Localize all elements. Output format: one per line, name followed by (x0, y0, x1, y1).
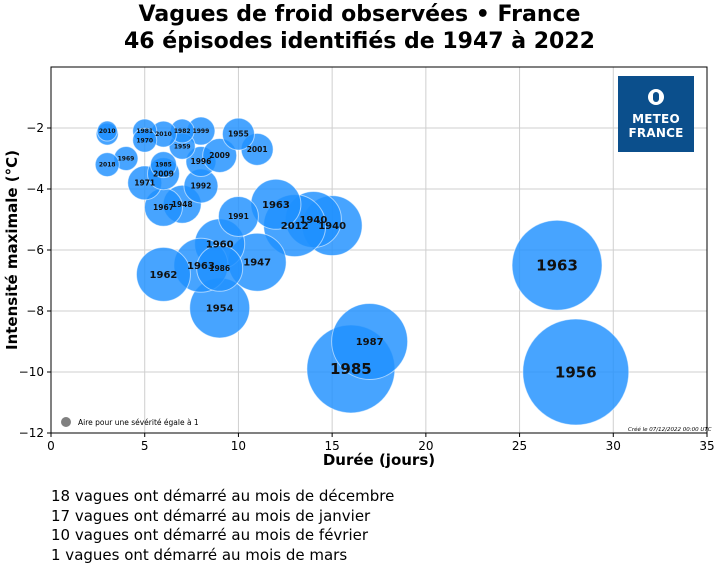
axis-ticks: 0 5 10 15 20 25 30 35 −12 −10 −8 −6 −4 −2 (19, 121, 715, 453)
x-tick-label: 30 (606, 439, 621, 453)
chart-title: Vagues de froid observées • France (138, 2, 581, 27)
bubble-year-label: 1992 (191, 182, 212, 191)
x-tick-label: 10 (231, 439, 246, 453)
bubble-year-label: 1940 (318, 221, 346, 232)
y-tick-label: −4 (26, 182, 44, 196)
bubble-point (221, 117, 255, 151)
bubble-year-label: 2018 (99, 162, 116, 169)
bubble-year-label: 1948 (172, 200, 193, 209)
bubble-year-label: 1967 (153, 203, 174, 212)
note-december: 18 vagues ont démarré au mois de décembr… (51, 487, 395, 505)
x-axis-label: Durée (jours) (323, 451, 435, 469)
bubble-year-label: 2012 (281, 221, 309, 232)
bubble-year-label: 1959 (174, 143, 191, 150)
bubble-year-label: 1999 (193, 128, 210, 135)
bubble-year-label: 2010 (155, 131, 172, 138)
bubble-year-label: 1991 (228, 212, 249, 221)
bubble-year-label: 1954 (206, 303, 234, 314)
y-tick-label: −6 (26, 243, 44, 257)
bubble-year-label: 1985 (155, 162, 172, 169)
bubble-year-label: 1969 (118, 156, 135, 163)
bubble-year-label: 2001 (247, 145, 268, 154)
chart-subtitle: 46 épisodes identifiés de 1947 à 2022 (124, 29, 595, 54)
creation-timestamp: Créé le 07/12/2022 00:00 UTC (628, 427, 712, 433)
bubble-point (135, 246, 191, 302)
bubble-year-label: 1963 (262, 200, 290, 211)
bubble-year-label: 1996 (191, 157, 212, 166)
bubble-year-label: 1982 (174, 128, 191, 135)
logo-text-line2: FRANCE (628, 126, 684, 140)
y-tick-label: −12 (19, 426, 44, 440)
y-tick-label: −2 (26, 121, 44, 135)
bubbles: 1956196319851987194019402012196319471954… (94, 116, 630, 426)
bubble-year-label: 1962 (150, 270, 178, 281)
bubble-year-label: 1963 (536, 257, 578, 275)
bubble-point (331, 303, 409, 380)
legend-marker (61, 417, 71, 427)
bubble-year-label: 1981 (136, 128, 153, 135)
bubble-year-label: 1956 (555, 363, 597, 381)
meteo-france-logo: METEO FRANCE (618, 76, 694, 152)
bubble-year-label: 1940 (299, 215, 327, 226)
note-february: 10 vagues ont démarré au mois de février (51, 526, 369, 544)
x-tick-label: 35 (699, 439, 714, 453)
bubble-point (94, 152, 120, 178)
bubble-point (217, 195, 259, 237)
x-tick-label: 0 (47, 439, 55, 453)
bubble-year-label: 2009 (153, 169, 174, 178)
y-tick-label: −10 (19, 365, 44, 379)
x-tick-label: 25 (512, 439, 527, 453)
bubble-year-label: 1987 (356, 337, 384, 348)
note-march: 1 vagues ont démarré au mois de mars (51, 545, 348, 564)
x-tick-label: 5 (141, 439, 149, 453)
x-tick-label: 20 (418, 439, 433, 453)
bubble-point (196, 244, 244, 292)
bubble-year-label: 1970 (136, 137, 153, 144)
bubble-point (522, 318, 630, 426)
bubble-year-label: 1955 (228, 130, 249, 139)
bubble-year-label: 1985 (330, 360, 372, 378)
bubble-point (132, 127, 158, 153)
bubble-year-label: 1963 (187, 261, 215, 272)
note-january: 17 vagues ont démarré au mois de janvier (51, 506, 371, 525)
bubble-year-label: 1986 (209, 264, 230, 273)
monthly-start-notes: 18 vagues ont démarré au mois de décembr… (51, 487, 394, 565)
logo-mark-icon (648, 89, 664, 105)
bubble-year-label: 1947 (243, 258, 271, 269)
logo-text-line1: METEO (632, 112, 680, 126)
x-tick-label: 15 (325, 439, 340, 453)
y-tick-label: −8 (26, 304, 44, 318)
bubble-year-label: 2010 (99, 128, 116, 135)
bubble-year-label: 2009 (209, 151, 230, 160)
bubble-year-label: 1960 (206, 239, 234, 250)
legend-label: Aire pour une sévérité égale à 1 (78, 418, 199, 427)
bubble-point (511, 219, 603, 311)
bubble-year-label: 1971 (134, 179, 155, 188)
y-axis-label: Intensité maximale (°C) (3, 150, 21, 350)
bubble-point (149, 151, 177, 179)
bubble-point (96, 120, 118, 142)
